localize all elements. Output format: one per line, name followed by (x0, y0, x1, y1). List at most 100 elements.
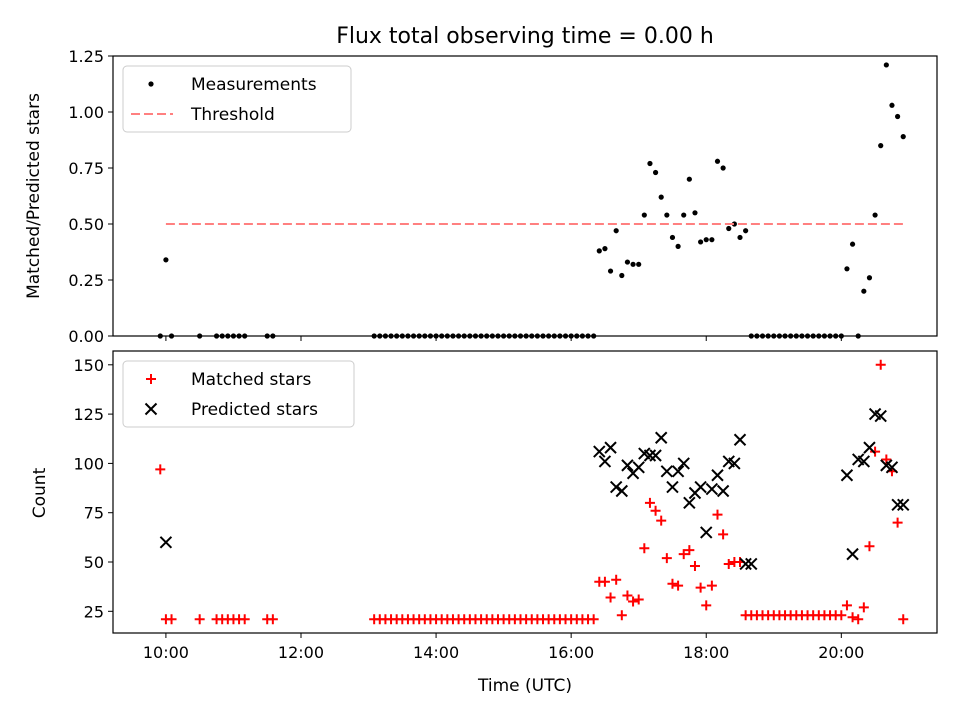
predicted-star-point (632, 461, 645, 474)
measurement-point (652, 169, 659, 176)
predicted-star-point (677, 457, 690, 470)
y-tick-label: 50 (84, 553, 104, 572)
y-tick-label: 0.50 (68, 215, 104, 234)
measurement-point (551, 333, 557, 339)
measurement-point (163, 257, 169, 263)
measurement-point (596, 248, 602, 254)
measurement-point (878, 143, 884, 149)
legend-marker-measurements (148, 81, 154, 87)
measurement-point (647, 160, 653, 167)
y-tick-label: 75 (84, 504, 104, 523)
measurement-point (782, 333, 788, 339)
measurement-point (619, 272, 625, 279)
measurement-point (669, 234, 676, 241)
y-tick-label: 125 (73, 405, 104, 424)
measurement-point (703, 237, 709, 243)
measurement-point (855, 333, 861, 339)
measurement-point (748, 333, 754, 339)
predicted-star-point (666, 480, 679, 494)
matched-star-point (661, 553, 672, 564)
measurement-point (534, 333, 540, 339)
measurement-point (844, 266, 850, 272)
measurement-point (861, 288, 867, 294)
measurement-point (495, 333, 501, 339)
measurement-point (213, 333, 220, 339)
x-tick-label: 10:00 (143, 643, 189, 662)
axes-frame (112, 350, 938, 634)
measurement-point (230, 333, 237, 339)
measurement-point (698, 239, 704, 245)
measurement-point (681, 212, 687, 218)
legend-label: Threshold (190, 105, 275, 125)
measurement-point (236, 333, 242, 339)
predicted-star-point (649, 449, 662, 462)
legend-box (122, 65, 352, 133)
measurement-point (568, 333, 574, 339)
measurement-point (833, 333, 839, 339)
predicted-star-point (857, 455, 871, 468)
predicted-star-point (897, 498, 910, 512)
measurement-point (821, 333, 828, 339)
measurement-point (439, 333, 445, 339)
y-tick-label: 0.00 (68, 327, 104, 346)
predicted-star-point (660, 465, 674, 478)
matched-star-point (155, 464, 166, 475)
measurement-point (872, 212, 878, 218)
predicted-star-point (705, 482, 719, 496)
matched-star-point (605, 592, 616, 603)
measurement-point (726, 225, 732, 232)
measurement-point (675, 243, 681, 249)
data-layer (155, 359, 910, 625)
predicted-star-point (846, 547, 859, 561)
predicted-star-point (711, 469, 724, 482)
x-tick-label: 16:00 (548, 643, 594, 662)
matched-star-point (723, 558, 734, 569)
predicted-star-point (694, 480, 707, 494)
predicted-star-point (593, 445, 606, 458)
measurement-point (410, 333, 417, 339)
predicted-star-point (840, 469, 854, 482)
matched-star-point (678, 549, 689, 560)
measurement-point (754, 333, 760, 339)
matched-star-point (858, 602, 869, 613)
panel-count: 25 50 75 100 125 150 10:00 12:00 14:00 16:00 18:00… (73, 350, 938, 662)
bottom-y-axis-label: Count (30, 467, 50, 518)
matched-star-point (166, 614, 177, 625)
plot-layer: 0.00 0.25 0.50 0.75 1.00 1.25 Measurements Thre… (68, 47, 938, 662)
measurement-point (399, 333, 405, 339)
y-tick-label: 100 (73, 454, 104, 473)
measurement-point (585, 333, 591, 339)
measurement-point (506, 333, 512, 339)
measurement-point (225, 333, 231, 339)
data-layer (157, 62, 906, 339)
measurement-point (546, 333, 552, 339)
matched-star-point (841, 600, 852, 611)
matched-star-point (644, 497, 655, 508)
predicted-star-point (728, 457, 741, 470)
legend-label: Measurements (191, 75, 317, 95)
predicted-star-point (159, 536, 173, 549)
chart-title: Flux total observing time = 0.00 h (336, 24, 714, 49)
matched-star-point (628, 596, 639, 607)
measurement-point (849, 241, 856, 247)
matched-star-point (588, 614, 599, 625)
measurement-point (529, 333, 535, 339)
measurement-point (765, 333, 771, 339)
measurement-point (591, 333, 597, 339)
measurement-point (793, 333, 799, 339)
matched-star-point (875, 359, 886, 370)
measurement-point (478, 333, 484, 339)
matched-star-point (684, 545, 695, 556)
measurement-point (731, 221, 737, 227)
measurement-point (641, 212, 647, 218)
predicted-star-point (604, 441, 617, 454)
measurement-point (658, 194, 664, 200)
matched-star-point (870, 446, 881, 457)
measurement-point (405, 333, 411, 339)
measurement-point (540, 333, 546, 339)
predicted-star-point (700, 526, 713, 539)
measurement-point (816, 333, 822, 339)
measurement-point (450, 333, 456, 339)
predicted-star-point (621, 459, 634, 472)
